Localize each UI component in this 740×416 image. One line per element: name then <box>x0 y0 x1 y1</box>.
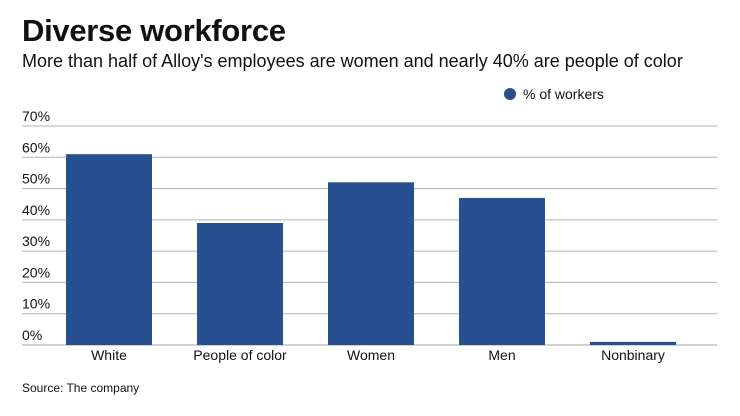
chart-title: Diverse workforce <box>22 13 286 48</box>
legend-marker <box>504 88 516 100</box>
bar <box>197 222 283 345</box>
x-category-label: People of color <box>193 347 287 363</box>
bar <box>328 182 414 345</box>
bar <box>66 154 152 345</box>
y-tick-label: 70% <box>22 108 50 124</box>
y-tick-label: 20% <box>22 264 50 280</box>
y-tick-label: 60% <box>22 139 50 155</box>
bar <box>459 197 545 345</box>
chart-subtitle: More than half of Alloy's employees are … <box>22 51 683 71</box>
x-category-label: White <box>91 347 127 363</box>
y-axis-ticks: 0% 10% 20% 30% 40% 50% 60% 70% <box>22 108 50 343</box>
bars <box>66 154 676 345</box>
source-note: Source: The company <box>22 381 140 395</box>
x-axis-labels: White People of color Women Men Nonbinary <box>91 347 665 363</box>
y-tick-label: 40% <box>22 202 50 218</box>
y-tick-label: 50% <box>22 171 50 187</box>
x-category-label: Nonbinary <box>601 347 665 363</box>
y-tick-label: 10% <box>22 296 50 312</box>
x-category-label: Women <box>347 347 395 363</box>
y-tick-label: 30% <box>22 233 50 249</box>
legend: % of workers <box>504 86 604 102</box>
bar <box>590 341 676 345</box>
legend-label: % of workers <box>523 86 604 102</box>
y-tick-label: 0% <box>22 327 42 343</box>
x-category-label: Men <box>488 347 515 363</box>
